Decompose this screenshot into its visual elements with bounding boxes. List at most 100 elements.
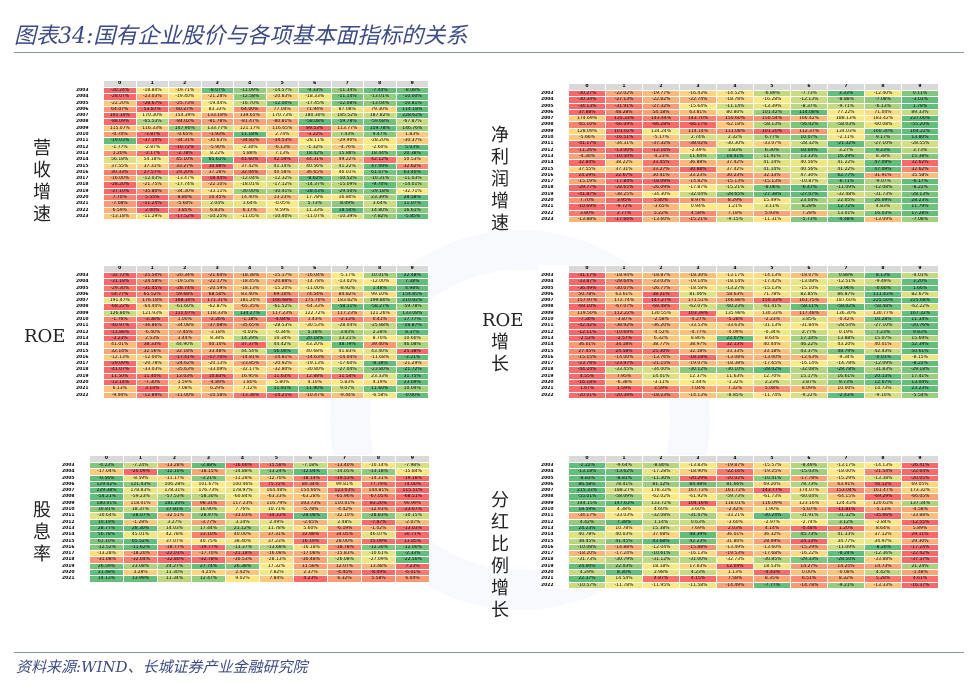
table-row: 2015 27.45% 24.58% 25.30% 32.18% 33.33% 33.18%… xyxy=(539,347,939,355)
value-cell: -12.55% xyxy=(901,518,939,526)
column-header: 8 xyxy=(363,265,397,273)
year-cell: 2022 xyxy=(539,391,569,399)
value-cell: -55.20% xyxy=(901,121,939,129)
value-cell: 74.00% xyxy=(395,480,430,489)
column-header: 3 xyxy=(200,265,234,273)
page-title: 图表34:国有企业股价与各项基本面指标的关系 xyxy=(14,24,468,49)
column-header: 4 xyxy=(716,83,754,91)
column-header: 2 xyxy=(642,455,680,463)
value-cell: 46.08% xyxy=(395,341,429,349)
year-cell: 2006 xyxy=(74,105,104,114)
corner-cell xyxy=(74,80,104,88)
column-header: 5 xyxy=(259,455,294,463)
heatmap-table-payout-growth: 0 1 2 3 4 5 6 7 8 9 2003 -2.22% -9.64% -8.80% -13.83% -… xyxy=(539,455,939,589)
column-header: 5 xyxy=(753,83,791,91)
year-cell: 2006 xyxy=(74,290,104,299)
value-cell: 0.11% xyxy=(901,89,939,98)
year-cell: 2021 xyxy=(74,385,104,393)
value-cell: 35.58% xyxy=(901,171,939,180)
value-cell: -6.17% xyxy=(901,178,939,186)
value-cell: -17.52% xyxy=(168,212,202,221)
table-row: 2005 -22.20% -28.67% -25.73% -19.44% -16.70% -… xyxy=(74,99,429,107)
table-row: 2018 -28.20% -21.75% -17.74% -22.10% -18.01% -… xyxy=(74,181,429,189)
panel-label-char: 比 xyxy=(491,534,509,555)
value-cell: -13.88% xyxy=(568,215,606,224)
value-cell: -13.38% xyxy=(233,391,267,399)
table-row: 2013 28.77% 28.30% 14.03% 17.44% 21.12% 11.78%… xyxy=(60,524,430,533)
column-header: 0 xyxy=(103,80,137,88)
value-cell: 17.28% xyxy=(901,209,939,217)
table-row: 2021 1.67% 1.59% 3.59% 7.04% 7.32% 5.08% 8.09% 1… xyxy=(539,385,939,393)
column-header: 4 xyxy=(225,455,260,463)
value-cell: -14.01% xyxy=(395,181,429,189)
value-cell: 17.77% xyxy=(395,316,429,324)
table-row: 2006 86.58% 78.41% 81.12% 84.48% 81.66% 69.20%… xyxy=(539,480,939,489)
table-row: 2014 56.18% 54.18% 45.10% 65.61% 41.60% 42.59%… xyxy=(74,156,429,164)
column-header: 2 xyxy=(168,265,202,273)
year-cell: 2021 xyxy=(60,575,90,583)
value-cell: -7.08% xyxy=(901,215,939,224)
panel-label-char: 率 xyxy=(33,544,51,565)
table-row: 2017 -15.19% -17.84% -18.09% -14.82% -15.13% -… xyxy=(539,178,939,186)
table-row: 2019 11.50% 11.40% 13.03% 10.83% 16.95% 11.63%… xyxy=(74,372,429,381)
year-cell: 2014 xyxy=(74,341,104,349)
year-cell: 2003 xyxy=(74,271,104,280)
value-cell: -9.21% xyxy=(827,581,865,589)
table-row: 2020 21.48% 3.28% 11.30% 4.25% 2.42% 7.82% 2.37… xyxy=(60,569,430,577)
table-row: 2020 -12.14% -7.30% 1.59% -4.89% 1.80% 5.80% 4.… xyxy=(74,379,429,387)
value-cell: -67.87% xyxy=(395,118,429,126)
table-row: 2011 -19.03% -37.10% -34.31% -30.63% -34.82% -… xyxy=(74,137,429,145)
value-cell: 10.04% xyxy=(395,385,429,393)
value-cell: -10.40% xyxy=(265,212,299,221)
table-row: 2010 -0.70% -3.87% -0.65% -1.93% 11.18% 2.74% -… xyxy=(74,131,429,139)
table-row: 2021 22.37% 14.54% 4.87% 4.15% 7.58% 8.35% 6.51… xyxy=(539,575,939,583)
value-cell: -11.05% xyxy=(233,212,267,221)
table-row: 2008 -55.01% -58.09% -62.02% -61.92% -59.73% -… xyxy=(539,493,939,501)
table-row: 2013 24.23% 10.78% 15.38% 7.69% 2.03% 4.14% -0.… xyxy=(539,524,939,533)
value-cell: 15.69% xyxy=(901,334,939,343)
table-row: 2003 -2.22% -9.64% -8.80% -13.83% -19.87% -15.… xyxy=(539,461,939,470)
value-cell: -10.25% xyxy=(200,212,234,221)
value-cell: 13.80% xyxy=(901,134,939,142)
panel-label-char: 净 xyxy=(491,125,509,146)
table-row: 2021 6.13% 3.14% 7.08% 6.29% 7.12% 11.91% 11.90… xyxy=(74,385,429,393)
table-row: 2017 -16.00% -12.03% -13.47% -18.44% -12.04% -… xyxy=(74,175,429,183)
table-row: 2014 41.01% 38.33% 44.90% 40.10% 37.37% 44.42%… xyxy=(74,341,429,349)
value-cell: -23.67% xyxy=(395,506,430,514)
value-cell: 32.62% xyxy=(901,159,939,167)
value-cell: -2.07% xyxy=(395,518,430,526)
column-header: 8 xyxy=(363,80,397,88)
value-cell: -22.42% xyxy=(901,550,939,558)
year-cell: 2007 xyxy=(74,297,104,305)
year-cell: 2022 xyxy=(74,391,104,399)
table-row: 2020 -16.18% -6.38% -3.11% -1.44% -1.32% 2.23%… xyxy=(539,379,939,387)
value-cell: -28.55% xyxy=(901,140,939,148)
column-header: 4 xyxy=(716,265,754,273)
value-cell: -12.00% xyxy=(395,543,430,552)
column-header: 7 xyxy=(827,455,865,463)
value-cell: -20.76% xyxy=(901,322,939,330)
table-row: 2008 -69.10% -67.07% -68.48% -62.07% -60.23% -… xyxy=(539,303,939,311)
year-cell: 2010 xyxy=(74,316,104,324)
value-cell: 29.11% xyxy=(901,531,939,539)
year-cell: 2020 xyxy=(74,379,104,387)
table-row: 2011 -41.17% -34.31% -37.32% -38.02% -30.30% -… xyxy=(539,140,939,148)
value-cell: 63.40% xyxy=(395,168,429,177)
value-cell: -14.49% xyxy=(716,581,754,589)
value-cell: 5.89% xyxy=(901,524,939,533)
table-row: 2014 32.84% 38.22% 33.45% 36.88% 37.42% 41.14%… xyxy=(539,159,939,167)
column-header: 6 xyxy=(790,83,828,91)
table-row: 2016 -15.15% -14.00% -13.76% -18.18% -13.08% -… xyxy=(539,353,939,362)
value-cell: -7.98% xyxy=(395,461,430,470)
value-cell: -19.18% xyxy=(395,474,430,482)
value-cell: 115.51% xyxy=(395,487,430,495)
panel-label-char: 长 xyxy=(491,354,509,375)
value-cell: -8.85% xyxy=(716,391,754,399)
year-cell: 2017 xyxy=(74,360,104,368)
table-row: 2020 7.70% 5.55% 8.80% 10.45% 14.40% 13.23% 17.… xyxy=(74,194,429,202)
value-cell: -28.13% xyxy=(901,190,939,199)
value-cell: 29.30% xyxy=(901,537,939,545)
table-row: 2011 -40.97% -36.86% -34.08% -37.08% -35.65% -… xyxy=(74,322,429,330)
table-row: 2006 37.88% 48.28% 54.18% 63.81% 80.80% 101.42… xyxy=(539,108,939,117)
